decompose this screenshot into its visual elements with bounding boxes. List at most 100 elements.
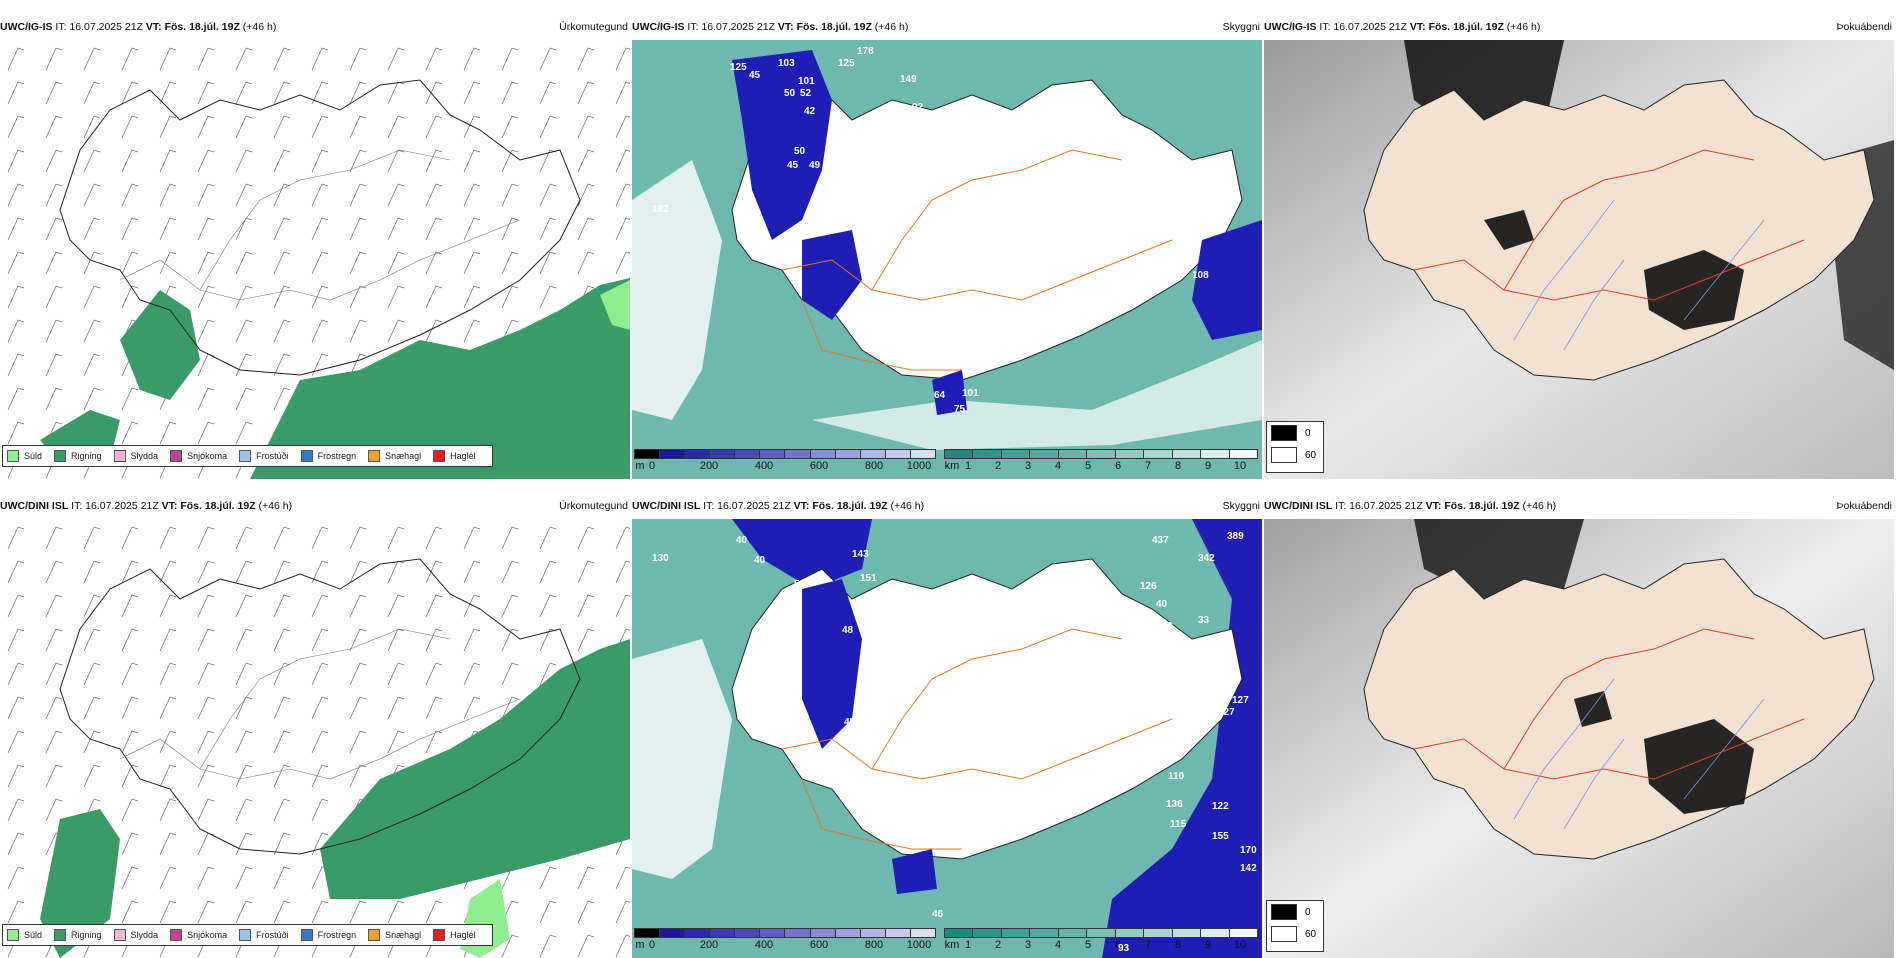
visibility-value-label: 142 (1240, 863, 1257, 874)
bar-tick: 800 (864, 460, 884, 472)
lead-time: (+46 h) (1522, 500, 1557, 512)
coastline (59, 558, 581, 855)
valid-time: VT: Fös. 18.júl. 19Z (1409, 21, 1504, 33)
bar-tick: 9 (1204, 939, 1212, 951)
legend-label: Frostúði (256, 930, 289, 940)
model-name: UWC/IG-IS (1264, 21, 1317, 33)
valid-time: VT: Fös. 18.júl. 19Z (145, 21, 240, 33)
visibility-value-label: 48 (842, 625, 854, 636)
panel-header: UWC/IG-IS IT: 16.07.2025 21Z VT: Fös. 18… (0, 14, 630, 40)
legend-swatch (1271, 447, 1297, 463)
lead-time: (+46 h) (890, 500, 925, 512)
bar-tick: 10 (1233, 939, 1247, 951)
legend-item: 0 (1267, 901, 1323, 923)
visibility-value-label: 115 (1170, 819, 1187, 830)
lead-time: (+46 h) (258, 500, 293, 512)
visibility-value-label: 151 (860, 573, 877, 584)
legend-label: 60 (1305, 928, 1317, 940)
legend-item: Haglél (433, 929, 476, 941)
precip-legend: Súld Rigning Slydda Snjókoma Frostúði Fr… (2, 445, 493, 467)
legend-item: Frostúði (239, 450, 289, 462)
visibility-value-label: 64 (934, 390, 946, 401)
legend-swatch (239, 929, 252, 941)
legend-swatch (368, 450, 381, 462)
legend-item: Snæhagl (368, 450, 421, 462)
bar-tick: 2 (994, 460, 1002, 472)
visibility-map[interactable]: m 0 200 400 600 800 1000 km 1 2 3 4 5 6 … (632, 519, 1262, 958)
bar-tick: 400 (754, 939, 774, 951)
visibility-value-label: 75 (954, 404, 966, 415)
valid-time: VT: Fös. 18.júl. 19Z (1425, 500, 1520, 512)
low-vis-west (802, 579, 862, 749)
fog-bank-west (632, 639, 732, 879)
bar-tick: 400 (754, 460, 774, 472)
legend-item: Snæhagl (368, 929, 421, 941)
init-time: IT: 16.07.2025 21Z (71, 500, 159, 512)
bar-tick: 600 (809, 939, 829, 951)
panel-title: Úrkomutegund (559, 21, 628, 33)
model-name: UWC/DINI ISL (632, 500, 701, 512)
legend-label: Haglél (450, 451, 476, 461)
precip-map-svg (0, 40, 630, 479)
fog-index-map[interactable]: 0 60 (1264, 40, 1894, 479)
visibility-value-label: 143 (852, 549, 869, 560)
precip-map[interactable]: Súld Rigning Slydda Snjókoma Frostúði Fr… (0, 40, 630, 479)
visibility-value-label: 371 (1022, 717, 1039, 728)
init-time: IT: 16.07.2025 21Z (703, 500, 791, 512)
legend-label: Snæhagl (385, 930, 422, 940)
legend-label: Súld (24, 451, 43, 461)
legend-swatch (54, 929, 67, 941)
visibility-value-label: 170 (1240, 845, 1257, 856)
legend-item: Súld (7, 929, 42, 941)
rivers (1513, 678, 1765, 830)
bar-tick: 6 (1114, 939, 1122, 951)
roads (781, 628, 1173, 850)
legend-swatch (433, 450, 446, 462)
panel-title: Þokuábendi (1836, 21, 1892, 33)
legend-swatch (300, 929, 313, 941)
bar-unit: m (635, 939, 645, 951)
legend-item: Snjókoma (170, 929, 227, 941)
init-time: IT: 16.07.2025 21Z (687, 21, 775, 33)
rain-area-west (120, 290, 200, 400)
vis-bar-meters-cells (634, 449, 936, 459)
bar-unit: km (944, 460, 960, 472)
bar-unit: km (944, 939, 960, 951)
fog-index-legend: 0 60 (1266, 900, 1324, 952)
vis-bar-meters: m 0 200 400 600 800 1000 (634, 928, 936, 954)
visibility-map[interactable]: m 0 200 400 600 800 1000 km 1 2 3 4 5 6 … (632, 40, 1262, 479)
model-name: UWC/IG-IS (632, 21, 685, 33)
vis-bar-km-cells (944, 449, 1258, 459)
visibility-value-label: 33 (1198, 615, 1210, 626)
fog-index-map[interactable]: 0 60 (1264, 519, 1894, 958)
visibility-value-label: 125 (730, 62, 747, 73)
panel-dewpoint-dini: UWC/DINI ISL IT: 16.07.2025 21Z VT: Fös.… (1264, 493, 1894, 958)
precip-legend: Súld Rigning Slydda Snjókoma Frostúði Fr… (2, 924, 493, 946)
legend-swatch (1271, 904, 1297, 920)
fog-patch-southeast (1644, 719, 1754, 814)
bar-tick: 8 (1174, 939, 1182, 951)
legend-swatch (368, 929, 381, 941)
visibility-value-label: 40 (754, 555, 766, 566)
legend-item: Haglél (433, 450, 476, 462)
panel-title: Úrkomutegund (559, 500, 628, 512)
visibility-value-label: 127 (1232, 695, 1249, 706)
panel-title: Skyggni (1222, 21, 1260, 33)
precip-map[interactable]: Súld Rigning Slydda Snjókoma Frostúði Fr… (0, 519, 630, 958)
valid-time: VT: Fös. 18.júl. 19Z (793, 500, 888, 512)
legend-label: Rigning (71, 451, 102, 461)
visibility-value-label: 57 (844, 146, 856, 157)
valid-time: VT: Fös. 18.júl. 19Z (161, 500, 256, 512)
visibility-value-label: 92 (912, 102, 924, 113)
panel-vis-dini: UWC/DINI ISL IT: 16.07.2025 21Z VT: Fös.… (632, 493, 1262, 958)
visibility-value-label: 101 (962, 388, 979, 399)
visibility-value-label: 100 (874, 673, 891, 684)
legend-swatch (54, 450, 67, 462)
vis-bar-km-ticks: km 1 2 3 4 5 6 7 8 9 10 (944, 939, 1258, 953)
drizzle-area (600, 280, 630, 330)
legend-swatch (433, 929, 446, 941)
legend-swatch (7, 450, 19, 462)
legend-label: 0 (1305, 427, 1311, 439)
roads (119, 628, 521, 780)
legend-label: Snæhagl (385, 451, 422, 461)
